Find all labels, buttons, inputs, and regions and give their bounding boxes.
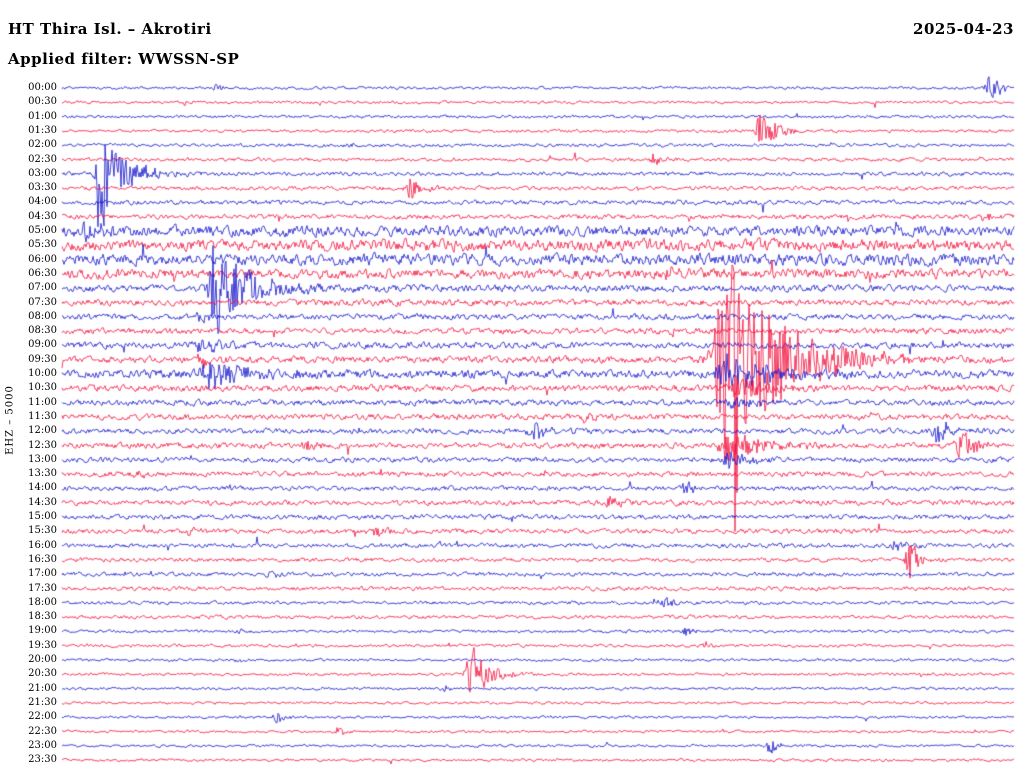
seismogram-canvas: [0, 0, 1024, 780]
helicorder-page: HT Thira Isl. – Akrotiri 2025-04-23 Appl…: [0, 0, 1024, 780]
